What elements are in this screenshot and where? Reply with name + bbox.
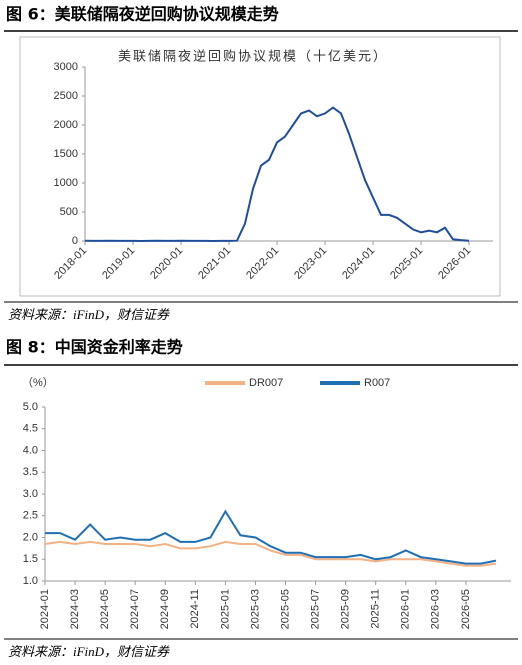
legend-label: R007	[364, 377, 390, 389]
y-tick-label: 500	[60, 206, 78, 218]
x-tick-label: 2025-03	[249, 589, 261, 629]
source: 资料来源：iFinD，财信证券	[8, 644, 170, 659]
x-tick-label: 2026-01	[436, 245, 473, 282]
y-tick-label: 1.5	[23, 553, 38, 565]
x-tick-label: 2026-03	[430, 589, 442, 629]
y-tick-label: 2.5	[23, 510, 38, 522]
x-tick-label: 2025-01	[388, 245, 425, 282]
chart-title: 美联储隔夜逆回购协议规模（十亿美元）	[118, 49, 388, 65]
x-tick-label: 2019-01	[100, 245, 137, 282]
y-tick-label: 2500	[54, 90, 78, 102]
y-tick-label: 2000	[54, 119, 78, 131]
y-tick-label: 1000	[54, 177, 78, 189]
x-tick-label: 2025-01	[219, 589, 231, 629]
y-tick-label: 3000	[54, 61, 78, 73]
y-tick-label: 3.0	[23, 488, 38, 500]
x-tick-label: 2024-03	[69, 589, 81, 629]
x-tick-label: 2024-11	[189, 589, 201, 629]
x-tick-label: 2026-05	[460, 589, 472, 629]
y-tick-label: 4.5	[23, 423, 38, 435]
x-tick-label: 2024-05	[99, 589, 111, 629]
data-line	[45, 509, 497, 565]
y-tick-label: 1.0	[23, 575, 38, 587]
x-tick-label: 2018-01	[52, 245, 89, 282]
x-tick-label: 2025-07	[309, 589, 321, 629]
x-tick-label: 2026-01	[400, 589, 412, 629]
x-tick-label: 2024-01	[39, 589, 51, 629]
source: 资料来源：iFinD，财信证券	[8, 307, 170, 322]
x-tick-label: 2024-01	[340, 245, 377, 282]
legend-label: DR007	[249, 377, 283, 389]
y-axis-label: （%）	[22, 376, 54, 389]
x-tick-label: 2021-01	[196, 245, 233, 282]
x-tick-label: 2024-07	[129, 589, 141, 629]
x-tick-label: 2025-05	[279, 589, 291, 629]
y-tick-label: 3.5	[23, 466, 38, 478]
data-line	[44, 540, 497, 567]
data-line	[84, 106, 470, 243]
x-tick-label: 2023-01	[292, 245, 329, 282]
y-tick-label: 0	[72, 235, 78, 247]
y-tick-label: 2.0	[23, 531, 38, 543]
x-tick-label: 2024-09	[159, 589, 171, 629]
figure-caption: 图 8：中国资金利率走势	[6, 338, 183, 357]
x-tick-label: 2020-01	[148, 245, 185, 282]
x-tick-label: 2025-11	[370, 589, 382, 629]
x-tick-label: 2022-01	[244, 245, 281, 282]
y-tick-label: 5.0	[23, 401, 38, 413]
x-tick-label: 2025-09	[340, 589, 352, 629]
y-tick-label: 4.0	[23, 444, 38, 456]
figure-caption: 图 6：美联储隔夜逆回购协议规模走势	[6, 5, 279, 24]
y-tick-label: 1500	[54, 148, 78, 160]
chart-frame	[19, 36, 501, 297]
